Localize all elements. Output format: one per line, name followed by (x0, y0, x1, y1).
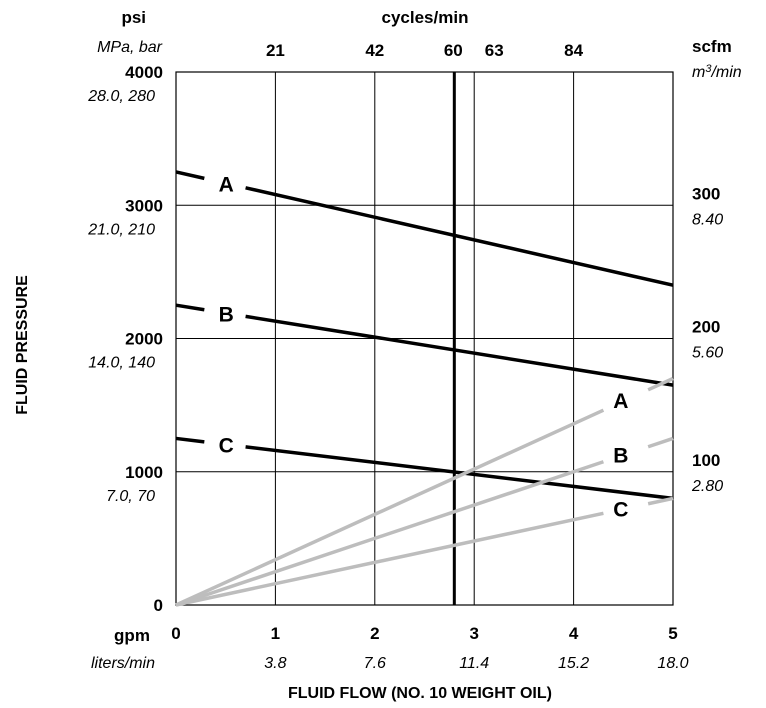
right-tick-label-secondary: 5.60 (692, 345, 723, 362)
y-tick-label-secondary: 14.0, 140 (88, 355, 155, 372)
air-line-a (175, 408, 605, 607)
series-label-c: C (613, 499, 628, 522)
series-label-b: B (219, 303, 234, 326)
pressure-line-a (175, 170, 205, 181)
y-tick-label-secondary: 7.0, 70 (106, 488, 155, 505)
top-tick-label: 21 (266, 41, 285, 60)
y-tick-label: 3000 (125, 196, 163, 215)
right-tick-label: 300 (692, 184, 720, 203)
y-tick-label-secondary: 28.0, 280 (87, 88, 155, 105)
y-tick-label: 1000 (125, 463, 163, 482)
y-tick-label: 0 (154, 596, 163, 615)
y-tick-label-secondary: 21.0, 210 (87, 221, 155, 238)
top-tick-label: 60 (444, 41, 463, 60)
x-tick-label-secondary: 11.4 (459, 655, 489, 672)
series-label-a: A (613, 390, 628, 413)
y-axis-unit-psi: psi (121, 8, 146, 27)
pressure-line-b (175, 303, 205, 312)
right-tick-label: 200 (692, 318, 720, 337)
air-line-a (647, 376, 674, 392)
right-tick-label-secondary: 8.40 (692, 211, 723, 228)
right-tick-label: 100 (692, 451, 720, 470)
x-tick-label-secondary: 15.2 (558, 655, 589, 672)
grid-lines (175, 71, 674, 606)
x-tick-label: 2 (370, 624, 379, 643)
top-tick-label: 84 (564, 41, 583, 60)
x-tick-label: 5 (668, 624, 677, 643)
x-axis-unit-gpm: gpm (114, 626, 150, 645)
x-axis-unit-liters: liters/min (91, 655, 155, 672)
series-label-c: C (219, 434, 234, 457)
pressure-line-c (175, 436, 205, 444)
right-axis-unit-scfm: scfm (692, 37, 732, 56)
y-axis-unit-mpa: MPa, bar (97, 39, 163, 56)
air-line-b (175, 460, 604, 607)
y-tick-label: 2000 (125, 330, 163, 349)
series-lines: A B C A B C (175, 170, 674, 607)
x-tick-label-secondary: 7.6 (364, 655, 386, 672)
x-tick-label: 4 (569, 624, 579, 643)
air-line-c (175, 511, 604, 607)
right-tick-label-secondary: 2.80 (691, 478, 723, 495)
air-line-b (647, 436, 674, 449)
y-axis-title: FLUID PRESSURE (14, 275, 31, 415)
x-tick-label: 1 (271, 624, 280, 643)
pressure-line-a (245, 186, 674, 287)
top-tick-label: 42 (365, 41, 384, 60)
y-tick-label: 4000 (125, 63, 163, 82)
x-axis-title: FLUID FLOW (NO. 10 WEIGHT OIL) (288, 685, 552, 702)
series-label-a: A (219, 173, 234, 196)
x-tick-label: 3 (469, 624, 478, 643)
right-axis-unit-m3: m3/min (692, 63, 742, 81)
x-tick-label: 0 (171, 624, 180, 643)
pressure-line-b (245, 314, 674, 387)
top-tick-label: 63 (485, 41, 504, 60)
x-tick-label-secondary: 3.8 (264, 655, 286, 672)
tick-labels: 0 1 2 3 4 5 3.8 7.6 11.4 15.2 18.0 0 1000 2000 3000 400… (87, 41, 723, 672)
series-label-b: B (613, 444, 628, 467)
pressure-line-c (245, 445, 674, 501)
x-tick-label-secondary: 18.0 (657, 655, 688, 672)
top-axis-title: cycles/min (382, 8, 469, 27)
air-line-c (647, 496, 674, 506)
